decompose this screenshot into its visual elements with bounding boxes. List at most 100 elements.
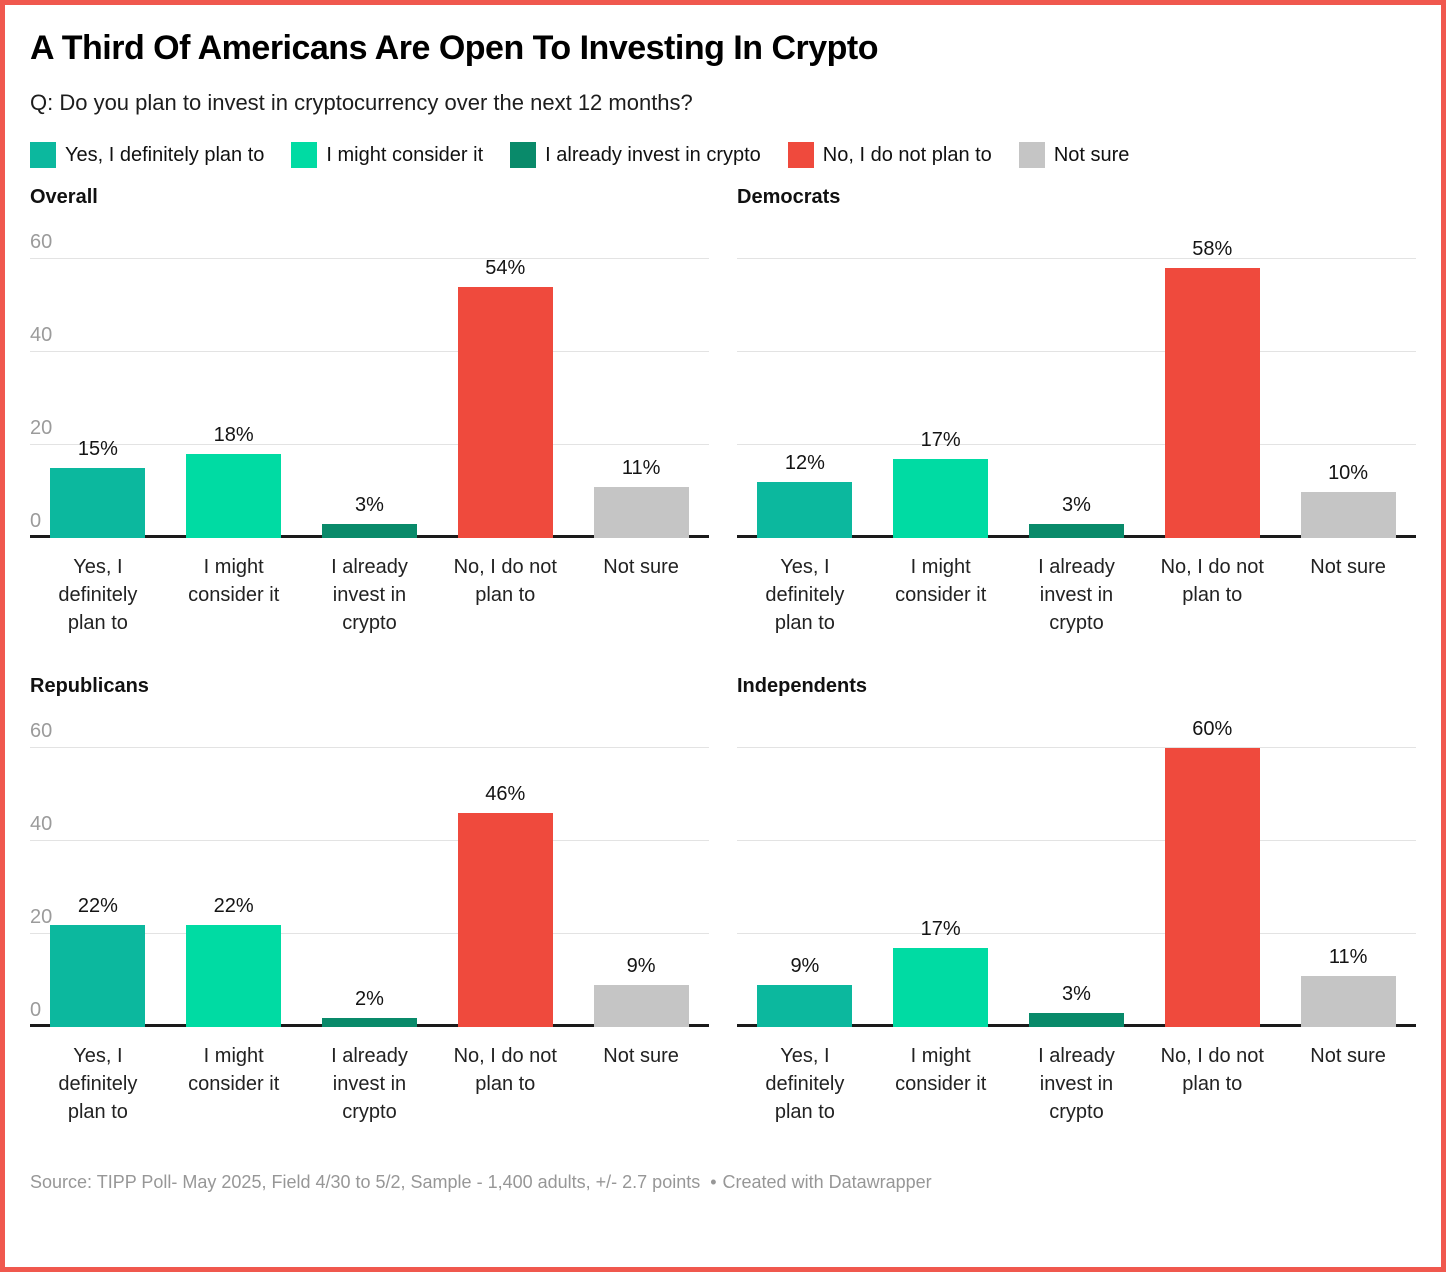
legend-item: No, I do not plan to: [787, 142, 992, 168]
bar-value-label: 3%: [355, 494, 384, 517]
bar-value-label: 11%: [1328, 945, 1368, 968]
bar-value-label: 22%: [77, 894, 118, 917]
bar-slot: 54%: [437, 258, 573, 538]
bar-value-label: 54%: [485, 256, 526, 279]
legend-item-label: No, I do not plan to: [822, 143, 992, 166]
gridline: [30, 258, 709, 259]
bar-slot: 3%: [1009, 984, 1145, 1027]
legend: Yes, I definitely plan to I might conside…: [30, 142, 1416, 168]
bars-row: 22% 22% 2% 46% 9%: [30, 748, 709, 1027]
gridline: [737, 351, 1416, 352]
x-category-label: Yes, I definitely plan to: [58, 556, 138, 634]
bar-slot: 9%: [737, 956, 873, 1027]
chart-footer: Source: TIPP Poll- May 2025, Field 4/30 …: [30, 1172, 1416, 1193]
legend-item-label: I already invest in crypto: [545, 143, 761, 166]
x-axis-labels: Yes, I definitely plan to I might conside…: [30, 1042, 709, 1126]
legend-item: I already invest in crypto: [510, 142, 761, 168]
bar: [893, 947, 989, 1027]
x-axis-labels: Yes, I definitely plan to I might conside…: [737, 1042, 1416, 1126]
y-tick-label: 40: [30, 324, 53, 346]
bar-value-label: 2%: [355, 987, 384, 1010]
chart-panel-overall: Overall 0 20 40 60 15% 18% 3% 54% 11% Yes, I def…: [30, 186, 709, 637]
plot-area: 12% 17% 3% 58% 10%: [737, 239, 1416, 538]
x-category-label: Not sure: [603, 556, 679, 578]
source-note: Source: TIPP Poll- May 2025, Field 4/30 …: [30, 1172, 701, 1192]
bar-slot: 12%: [737, 453, 873, 538]
x-category-label: I already invest in crypto: [331, 556, 408, 634]
bar: [1300, 975, 1396, 1027]
bar-value-label: 46%: [485, 783, 526, 806]
x-category-label: I already invest in crypto: [1038, 556, 1115, 634]
bar-slot: 17%: [873, 430, 1009, 538]
bar-value-label: 58%: [1192, 238, 1233, 261]
bar-value-label: 17%: [920, 917, 961, 940]
bar-slot: 60%: [1144, 719, 1280, 1027]
bar: [321, 524, 417, 538]
gridline: [737, 840, 1416, 841]
gridline: [737, 747, 1416, 748]
panel-title: Republicans: [30, 675, 149, 697]
legend-swatch: [510, 142, 537, 168]
bar: [1028, 1013, 1124, 1027]
chart-panel-independents: Independents 9% 17% 3% 60% 11% Yes, I defini…: [737, 675, 1416, 1126]
bar: [1028, 524, 1124, 538]
x-category-label: I might consider it: [188, 556, 280, 606]
plot-area: 0 20 40 60 22% 22% 2% 46% 9%: [30, 721, 709, 1027]
x-axis-labels: Yes, I definitely plan to I might conside…: [737, 553, 1416, 637]
bar-slot: 15%: [30, 439, 166, 538]
bar-value-label: 9%: [790, 955, 820, 978]
gridline: [30, 933, 709, 934]
panel-title: Overall: [30, 186, 98, 208]
bars-row: 12% 17% 3% 58% 10%: [737, 239, 1416, 538]
bars-row: 15% 18% 3% 54% 11%: [30, 258, 709, 538]
bar: [321, 1017, 417, 1027]
legend-swatch: [1018, 142, 1045, 168]
plot-area: 0 20 40 60 15% 18% 3% 54% 11%: [30, 232, 709, 538]
bar: [457, 813, 553, 1027]
chart-panel-democrats: Democrats 12% 17% 3% 58% 10% Yes, I definite…: [737, 186, 1416, 637]
panel-title: Independents: [737, 675, 868, 697]
y-tick-label: 60: [30, 720, 53, 742]
bar: [757, 482, 853, 538]
bar-slot: 46%: [437, 784, 573, 1027]
bar-slot: 3%: [302, 495, 438, 538]
gridline: [737, 258, 1416, 259]
bar: [593, 985, 689, 1027]
x-category-label: No, I do not plan to: [453, 1045, 557, 1095]
bar-slot: 11%: [573, 458, 709, 538]
legend-item-label: Yes, I definitely plan to: [65, 143, 265, 166]
x-category-label: Not sure: [603, 1045, 679, 1067]
x-category-label: Yes, I definitely plan to: [58, 1045, 138, 1123]
bar-value-label: 60%: [1192, 718, 1233, 740]
x-category-label: No, I do not plan to: [1160, 1045, 1264, 1095]
bar-value-label: 9%: [626, 955, 656, 978]
gridline: [30, 747, 709, 748]
x-category-label: Not sure: [1310, 1045, 1386, 1067]
panel-title: Democrats: [737, 186, 841, 208]
legend-item-label: I might consider it: [326, 143, 484, 166]
bar: [1164, 268, 1260, 538]
bar-slot: 22%: [30, 896, 166, 1027]
plot-area: 9% 17% 3% 60% 11%: [737, 719, 1416, 1027]
bar: [893, 458, 989, 538]
chart-subtitle: Q: Do you plan to invest in cryptocurren…: [30, 90, 693, 115]
bar: [50, 924, 146, 1027]
panels-grid: Overall 0 20 40 60 15% 18% 3% 54% 11% Yes, I def…: [30, 186, 1416, 1126]
legend-item: I might consider it: [291, 142, 483, 168]
bar-value-label: 3%: [1062, 983, 1091, 1006]
x-category-label: I already invest in crypto: [1038, 1045, 1115, 1123]
legend-item-label: Not sure: [1053, 143, 1130, 166]
bar: [1164, 748, 1260, 1027]
y-tick-label: 20: [30, 417, 53, 439]
x-category-label: I might consider it: [188, 1045, 280, 1095]
legend-swatch: [30, 142, 56, 168]
gridline: [30, 840, 709, 841]
y-tick-label: 60: [30, 231, 53, 253]
chart-title: A Third Of Americans Are Open To Investi…: [30, 29, 879, 67]
x-category-label: No, I do not plan to: [1160, 556, 1264, 606]
bar: [457, 286, 553, 538]
datawrapper-credit[interactable]: Created with Datawrapper: [722, 1172, 932, 1192]
bar-value-label: 3%: [1062, 494, 1091, 517]
bar-slot: 17%: [873, 919, 1009, 1027]
